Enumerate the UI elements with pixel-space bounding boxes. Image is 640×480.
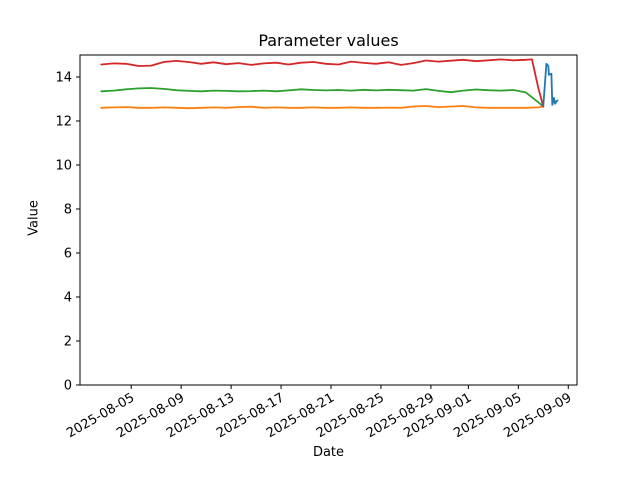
y-tick-label: 2 <box>64 335 72 350</box>
y-tick-label: 12 <box>55 115 72 130</box>
series-red-line <box>100 58 545 108</box>
x-axis-label: Date <box>312 445 345 460</box>
series-blue-line <box>542 62 559 107</box>
axes-spines <box>79 54 578 386</box>
series-green-line <box>100 87 545 108</box>
y-tick-label: 8 <box>64 203 72 218</box>
y-tick-label: 0 <box>64 379 72 394</box>
y-tick-label: 6 <box>64 247 72 262</box>
y-axis-label: Value <box>26 200 42 236</box>
series-orange-line <box>100 105 545 110</box>
y-tick-label: 4 <box>64 291 72 306</box>
y-tick-label: 10 <box>55 159 72 174</box>
y-tick-label: 14 <box>55 71 72 86</box>
chart-title: Parameter values <box>258 31 399 50</box>
